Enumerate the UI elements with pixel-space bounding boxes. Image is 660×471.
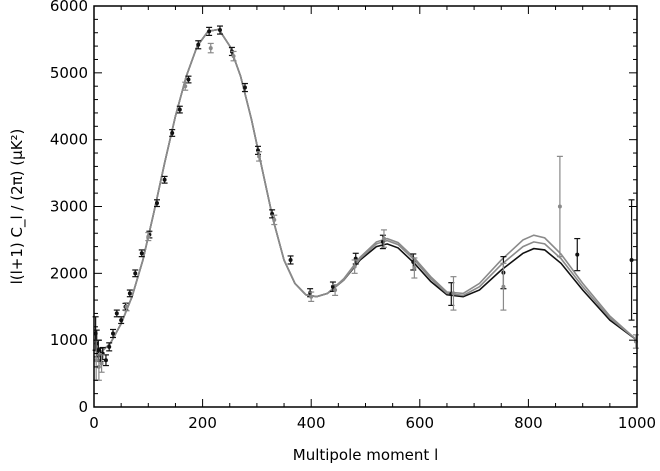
data-point-black-26	[254, 145, 261, 155]
plot-frame	[93, 5, 638, 408]
data-point-gray-10	[271, 214, 278, 226]
data-point-black-23	[216, 25, 223, 35]
data-point-black-22	[206, 26, 213, 37]
data-point-gray-3	[98, 354, 105, 373]
y-tick-label-6: 6000	[50, 0, 88, 15]
data-point-gray-17	[500, 262, 507, 311]
x-tick-label-3: 600	[405, 414, 434, 432]
data-point-gray-15	[411, 257, 418, 279]
axis-ticks: 0 200 400 600 800 1000 0 1000 2000 3000 4000 5000 60…	[50, 0, 656, 432]
model-curve-1	[94, 28, 638, 355]
data-point-gray-9	[256, 151, 263, 162]
x-tick-label-4: 800	[514, 414, 543, 432]
data-point-black-25	[241, 82, 248, 93]
data-point-black-13	[132, 269, 139, 278]
x-tick-label-0: 0	[89, 414, 99, 432]
data-point-gray-8	[230, 50, 237, 62]
model-curve-3	[94, 28, 638, 355]
data-point-gray-13	[351, 259, 358, 274]
data-point-black-20	[185, 75, 192, 84]
y-tick-label-2: 2000	[50, 264, 88, 282]
data-point-black-9	[113, 309, 120, 318]
model-curves	[94, 28, 638, 355]
data-point-black-10	[118, 316, 125, 325]
y-tick-label-4: 4000	[50, 131, 88, 149]
data-point-black-21	[195, 40, 202, 50]
data-point-black-12	[126, 289, 133, 298]
data-point-black-14	[138, 249, 145, 258]
y-tick-label-1: 1000	[50, 331, 88, 349]
y-tick-label-0: 0	[78, 398, 88, 416]
x-tick-label-1: 200	[188, 414, 217, 432]
data-point-black-16	[153, 199, 160, 208]
data-point-black-28	[287, 255, 294, 265]
data-point-gray-18	[556, 155, 563, 258]
y-tick-label-3: 3000	[50, 198, 88, 216]
x-tick-label-5: 1000	[618, 414, 656, 432]
x-tick-label-2: 400	[297, 414, 326, 432]
data-point-gray-14	[380, 229, 387, 248]
x-axis-label: Multipole moment l	[293, 446, 438, 464]
data-point-gray-4	[123, 302, 130, 312]
data-point-black-8	[110, 328, 117, 339]
data-point-black-18	[169, 129, 176, 137]
data-point-black-36	[574, 237, 581, 272]
data-point-gray-6	[182, 81, 189, 91]
data-point-black-17	[161, 175, 168, 184]
data-point-black-37	[628, 199, 635, 321]
data-point-gray-7	[207, 42, 214, 54]
y-axis-label: l(l+1) C_l / (2π) (μK²)	[8, 129, 27, 285]
data-point-gray-12	[332, 284, 339, 296]
data-points	[92, 25, 639, 381]
data-point-black-19	[176, 105, 183, 114]
data-point-black-7	[106, 342, 113, 352]
data-point-gray-5	[145, 231, 152, 242]
data-point-gray-16	[450, 276, 457, 311]
y-tick-label-5: 5000	[50, 64, 88, 82]
data-point-gray-11	[308, 291, 315, 303]
model-curve-2	[94, 28, 638, 355]
data-point-black-6	[102, 354, 109, 367]
